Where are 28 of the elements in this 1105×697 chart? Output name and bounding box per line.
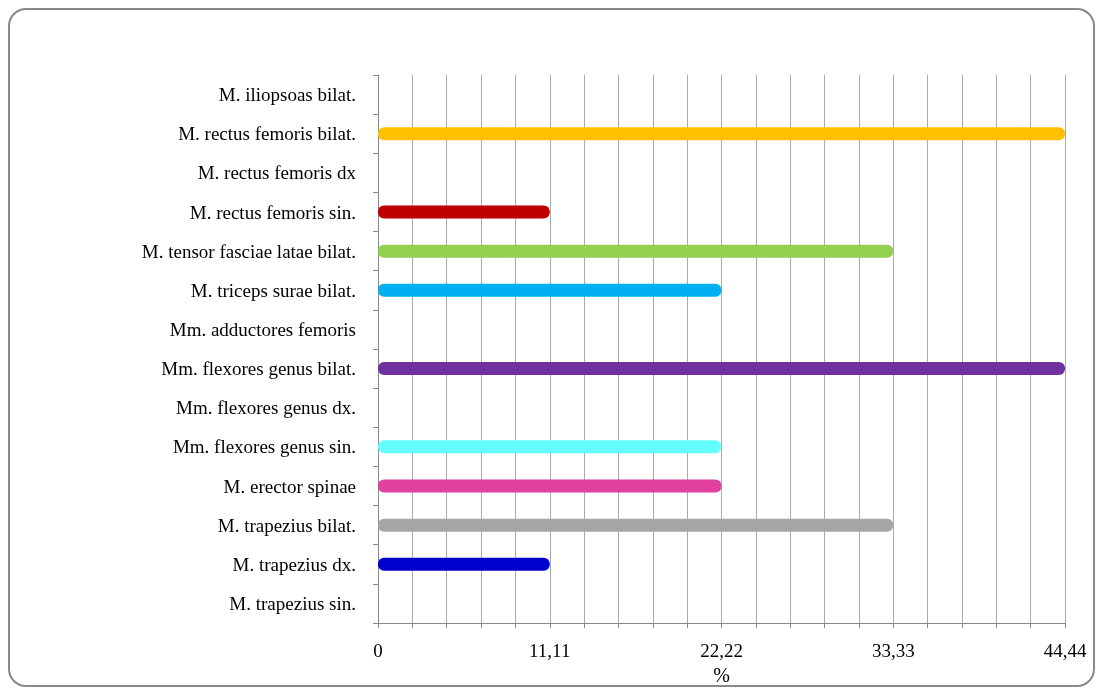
x-tick-label: 33,33 <box>871 640 915 661</box>
y-tick-label: M. rectus femoris bilat. <box>178 123 356 145</box>
y-tick-label: M. rectus femoris dx <box>197 162 357 184</box>
y-tick-label: Mm. adductores femoris <box>169 318 356 340</box>
bar <box>378 244 894 258</box>
bar <box>378 440 722 454</box>
bar <box>378 283 722 297</box>
y-tick-label: Mm. flexores genus bilat. <box>161 358 356 380</box>
y-tick-label: Mm. flexores genus dx. <box>176 397 356 419</box>
bar <box>378 362 1065 376</box>
bar <box>378 479 722 493</box>
y-tick-label: M. erector spinae <box>223 475 356 497</box>
y-tick-label: M. trapezius bilat. <box>217 514 356 536</box>
x-tick-label: 44,44 <box>1043 640 1087 661</box>
bar <box>378 557 550 571</box>
x-axis-title: % <box>713 663 730 686</box>
y-tick-label: M. trapezius sin. <box>229 592 356 614</box>
x-tick-label: 0 <box>373 640 383 661</box>
y-tick-label: M. tensor fasciae latae bilat. <box>141 240 356 262</box>
bar <box>378 205 550 219</box>
y-tick-label: M. iliopsoas bilat. <box>218 84 356 106</box>
y-tick-label: M. trapezius dx. <box>232 553 356 575</box>
y-tick-label: Mm. flexores genus sin. <box>172 436 356 458</box>
y-tick-label: M. rectus femoris sin. <box>189 201 356 223</box>
y-tick-label: M. triceps surae bilat. <box>190 279 356 301</box>
x-tick-label: 22,22 <box>700 640 743 661</box>
x-tick-label: 11,11 <box>529 640 571 661</box>
bar <box>378 127 1065 141</box>
